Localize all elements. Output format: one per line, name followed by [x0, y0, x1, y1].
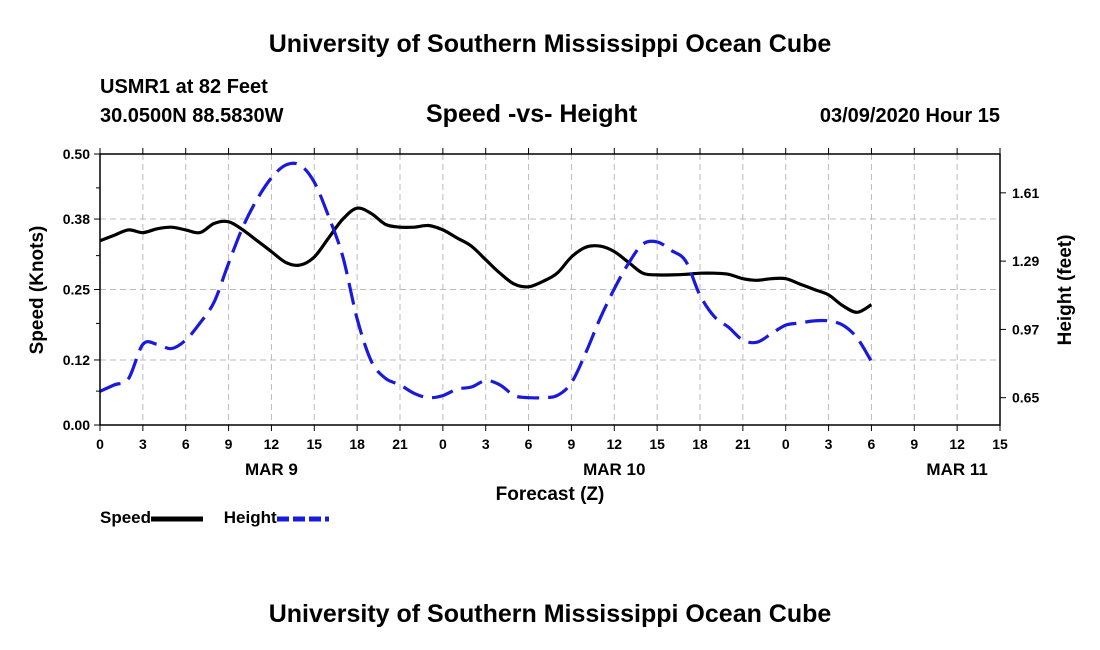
x-tick-label: 21: [392, 436, 408, 452]
x-tick-label: 6: [182, 436, 190, 452]
x-tick-label: 15: [992, 436, 1008, 452]
series-line-height: [99, 161, 873, 400]
x-tick-label: 15: [306, 436, 322, 452]
y-left-tick-label: 0.50: [63, 146, 90, 162]
x-tick-label: 6: [525, 436, 533, 452]
y-right-tick-label: 1.61: [1012, 185, 1039, 201]
y-left-tick-label: 0.25: [63, 282, 90, 298]
legend-speed-label: Speed: [100, 508, 152, 527]
x-tick-label: 9: [225, 436, 233, 452]
x-tick-label: 18: [692, 436, 708, 452]
chart-title: Speed -vs- Height: [426, 100, 638, 128]
x-tick-label: 12: [606, 436, 622, 452]
page-title: University of Southern Mississippi Ocean…: [268, 30, 832, 58]
x-tick-label: 3: [482, 436, 490, 452]
x-tick-label: 12: [264, 436, 280, 452]
date-label: MAR 10: [583, 460, 645, 479]
y-axis-label-left: Speed (Knots): [27, 226, 48, 355]
station-label: USMR1 at 82 Feet: [100, 76, 268, 98]
date-label: MAR 11: [926, 460, 987, 479]
x-tick-label: 0: [96, 436, 104, 452]
legend: Speed Height: [100, 508, 345, 528]
x-tick-label: 15: [649, 436, 665, 452]
legend-height-label: Height: [223, 508, 277, 527]
footer-title: University of Southern Mississippi Ocean…: [268, 600, 832, 628]
legend-item-speed: Speed: [100, 508, 204, 528]
legend-item-height: Height: [224, 508, 329, 528]
legend-height-swatch: [276, 516, 329, 522]
x-tick-label: 3: [825, 436, 833, 452]
x-tick-label: 6: [868, 436, 876, 452]
x-tick-label: 3: [139, 436, 147, 452]
x-tick-label: 21: [735, 436, 751, 452]
y-right-tick-label: 1.29: [1012, 253, 1039, 269]
x-tick-label: 18: [349, 436, 365, 452]
x-tick-label: 0: [439, 436, 447, 452]
legend-speed-swatch: [151, 516, 204, 522]
y-left-tick-label: 0.00: [63, 417, 90, 433]
x-tick-label: 9: [910, 436, 918, 452]
y-right-tick-label: 0.65: [1012, 390, 1039, 406]
y-left-tick-label: 0.12: [63, 352, 90, 368]
series-line-speed: [99, 206, 873, 314]
x-tick-label: 9: [568, 436, 576, 452]
y-left-tick-label: 0.38: [63, 211, 90, 227]
x-axis-label: Forecast (Z): [496, 484, 605, 505]
date-label: MAR 9: [245, 460, 298, 479]
grid-lines: [100, 154, 1000, 425]
y-axis-label-right: Height (feet): [1055, 235, 1076, 346]
y-right-tick-label: 0.97: [1012, 321, 1039, 337]
x-tick-label: 12: [949, 436, 965, 452]
series-layer: [99, 161, 873, 400]
x-tick-label: 0: [782, 436, 790, 452]
station-coordinates: 30.0500N 88.5830W: [100, 105, 284, 127]
forecast-datetime: 03/09/2020 Hour 15: [819, 105, 1000, 127]
axes: 0 3 6 9 12 15 18 21 0 3 6 9 12 15 18 21 0 3 6 9 12 15 MAR 9 MAR…: [63, 146, 1040, 479]
